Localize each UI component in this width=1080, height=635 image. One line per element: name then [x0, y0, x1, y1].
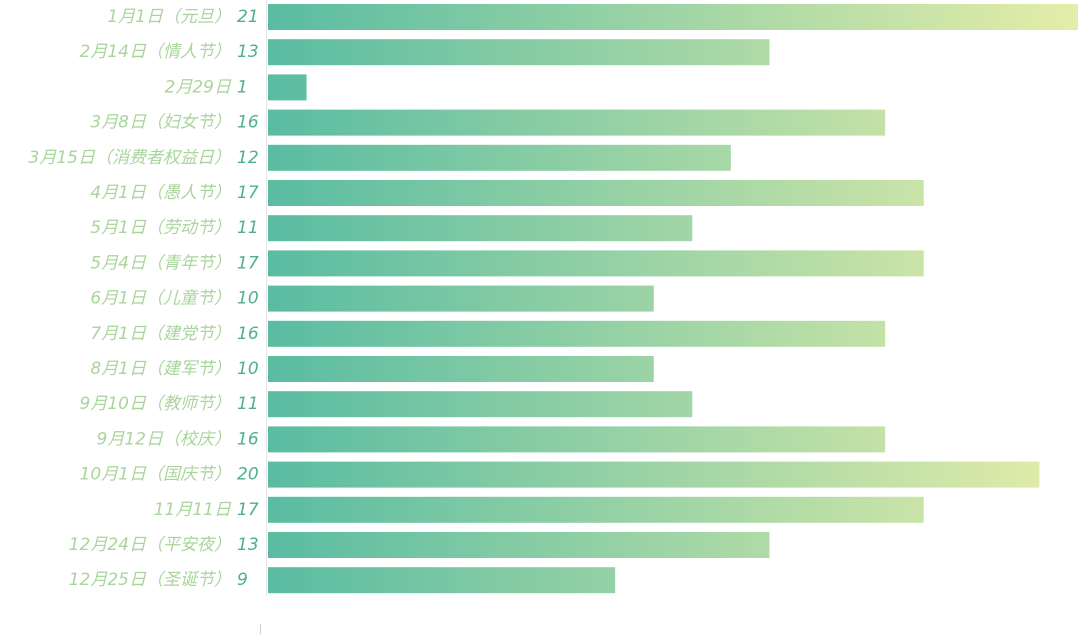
category-label: 3月15日（消费者权益日）: [29, 148, 231, 168]
value-label: 17: [237, 500, 259, 520]
category-label: 5月4日（青年节）: [90, 253, 231, 273]
value-label: 9: [237, 570, 248, 590]
bar: [268, 215, 693, 242]
bar: [268, 109, 886, 136]
bar: [268, 567, 616, 594]
category-label: 3月8日（妇女节）: [90, 113, 231, 133]
category-label: 2月14日（情人节）: [80, 42, 231, 62]
category-label: 4月1日（愚人节）: [90, 183, 231, 203]
bar: [268, 39, 770, 66]
value-label: 16: [237, 324, 259, 344]
bar: [268, 285, 654, 312]
value-label: 21: [237, 7, 259, 27]
category-label: 6月1日（儿童节）: [90, 289, 231, 309]
value-label: 11: [237, 218, 259, 238]
bar: [268, 532, 770, 558]
value-label: 10: [237, 289, 259, 309]
value-label: 16: [237, 429, 259, 449]
bar: [268, 391, 693, 418]
category-label: 9月10日（教师节）: [80, 394, 231, 414]
value-label: 17: [237, 253, 259, 273]
category-label: 7月1日（建党节）: [90, 324, 231, 344]
bar: [268, 144, 731, 171]
category-label: 10月1日（国庆节）: [80, 465, 231, 485]
bar: [268, 320, 886, 347]
bar: [268, 426, 886, 453]
value-label: 20: [237, 465, 259, 485]
category-label: 8月1日（建军节）: [90, 359, 231, 379]
bar: [268, 180, 924, 206]
bar: [268, 4, 1078, 30]
bar: [268, 356, 654, 382]
bar: [268, 461, 1040, 488]
value-label: 12: [237, 148, 259, 168]
bar: [268, 74, 307, 101]
bar: [268, 250, 924, 277]
value-label: 11: [237, 394, 259, 414]
category-label: 12月25日（圣诞节）: [69, 570, 231, 590]
value-label: 1: [237, 77, 248, 97]
category-label: 11月11日: [154, 500, 232, 520]
value-label: 13: [237, 535, 259, 555]
value-label: 10: [237, 359, 259, 379]
value-label: 13: [237, 42, 259, 62]
bar: [268, 496, 924, 523]
category-label: 12月24日（平安夜）: [69, 535, 231, 555]
category-label: 2月29日: [165, 77, 232, 97]
value-label: 17: [237, 183, 259, 203]
category-label: 1月1日（元旦）: [107, 7, 231, 27]
category-label: 5月1日（劳动节）: [90, 218, 231, 238]
category-label: 9月12日（校庆）: [97, 429, 231, 449]
value-label: 16: [237, 113, 259, 133]
